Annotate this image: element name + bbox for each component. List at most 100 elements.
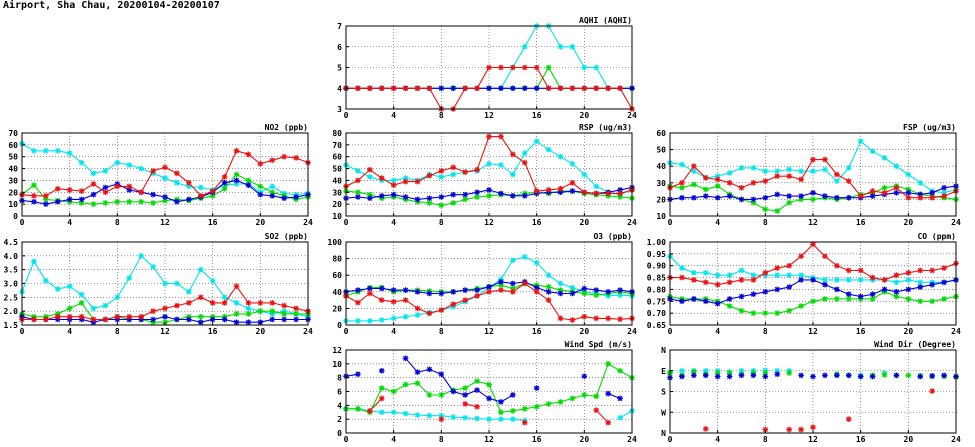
data-point [810, 424, 816, 431]
data-point [498, 162, 504, 168]
chart-title: AQHI (AQHI) [579, 16, 632, 25]
data-point [557, 399, 564, 405]
x-tick-label: 12 [160, 327, 170, 336]
data-point [726, 193, 733, 199]
data-point [402, 194, 409, 200]
data-point [533, 64, 540, 71]
data-point [798, 253, 804, 260]
data-point [941, 193, 947, 199]
data-point [66, 150, 73, 156]
data-point [691, 277, 697, 283]
x-tick-label: 8 [115, 218, 120, 227]
data-point [450, 388, 457, 395]
data-point [293, 194, 299, 200]
data-point [402, 178, 409, 185]
data-point [545, 187, 552, 193]
data-point [245, 177, 252, 184]
data-point [78, 159, 85, 166]
data-point [245, 151, 252, 158]
data-point [557, 43, 564, 50]
data-point [510, 289, 516, 295]
data-point [714, 272, 721, 278]
data-point [857, 277, 864, 283]
y-tick-label: 30 [656, 179, 666, 188]
data-point [414, 312, 421, 318]
data-point [414, 305, 421, 312]
y-tick-label: 30 [332, 188, 342, 197]
data-point [521, 64, 528, 71]
y-tick-label: 0 [337, 321, 342, 330]
data-point [281, 311, 287, 317]
data-point [54, 313, 61, 320]
y-tick-label: 2.0 [4, 307, 19, 316]
data-point [929, 298, 935, 305]
data-point [834, 296, 840, 302]
data-point [474, 378, 480, 384]
data-point [917, 267, 924, 274]
y-tick-label: 80 [332, 255, 342, 264]
data-point [114, 294, 121, 301]
data-point [367, 290, 373, 297]
data-point [881, 155, 888, 161]
data-point [138, 313, 144, 320]
data-point [462, 169, 468, 175]
data-point [486, 85, 492, 92]
x-tick-label: 16 [856, 218, 866, 227]
data-point [786, 307, 792, 314]
data-point [90, 201, 97, 207]
data-point [355, 371, 361, 378]
data-point [450, 171, 457, 178]
data-point [521, 419, 528, 426]
data-point [557, 185, 564, 192]
data-point [726, 279, 733, 286]
data-point [557, 315, 564, 322]
data-point [679, 373, 685, 380]
data-point [834, 171, 840, 178]
data-point [402, 85, 409, 92]
y-tick-label: 100 [328, 238, 343, 247]
data-point [679, 298, 685, 305]
y-tick-label: 8 [337, 374, 342, 383]
chart-fsp: 0 4 8 12 16 20 24 10 20 30 40 50 60 FSP (ug/m3) [656, 123, 961, 227]
data-point [221, 300, 228, 306]
data-point [174, 316, 180, 323]
data-point [510, 416, 516, 422]
data-point [605, 315, 611, 322]
data-point [521, 43, 528, 50]
data-point [426, 172, 433, 179]
data-point [174, 170, 180, 177]
data-point [474, 194, 480, 200]
y-tick-label: 0.85 [647, 274, 666, 283]
data-point [221, 174, 228, 180]
data-point [378, 367, 385, 374]
data-point [233, 311, 240, 317]
data-point [691, 168, 697, 174]
data-point [881, 372, 888, 378]
data-point [691, 181, 697, 188]
data-point [66, 305, 73, 312]
data-point [810, 196, 816, 203]
data-point [438, 392, 445, 398]
data-point [426, 200, 433, 206]
data-point [738, 293, 745, 300]
data-point [941, 265, 947, 271]
data-point [893, 293, 900, 300]
x-tick-label: 0 [344, 111, 349, 120]
data-point [881, 189, 888, 196]
y-tick-label: 1.5 [4, 321, 19, 330]
y-tick-label: 6 [337, 388, 342, 397]
data-point [738, 196, 745, 203]
data-point [533, 385, 540, 391]
data-point [545, 64, 552, 71]
data-point [714, 183, 721, 189]
data-point [438, 307, 445, 313]
x-tick-label: 0 [344, 435, 349, 444]
data-point [798, 277, 804, 283]
data-point [462, 414, 468, 421]
data-point [545, 146, 552, 153]
data-point [750, 180, 757, 186]
data-point [857, 293, 864, 300]
y-tick-label: 50 [8, 153, 18, 162]
x-tick-label: 24 [951, 327, 961, 336]
data-point [269, 316, 276, 323]
